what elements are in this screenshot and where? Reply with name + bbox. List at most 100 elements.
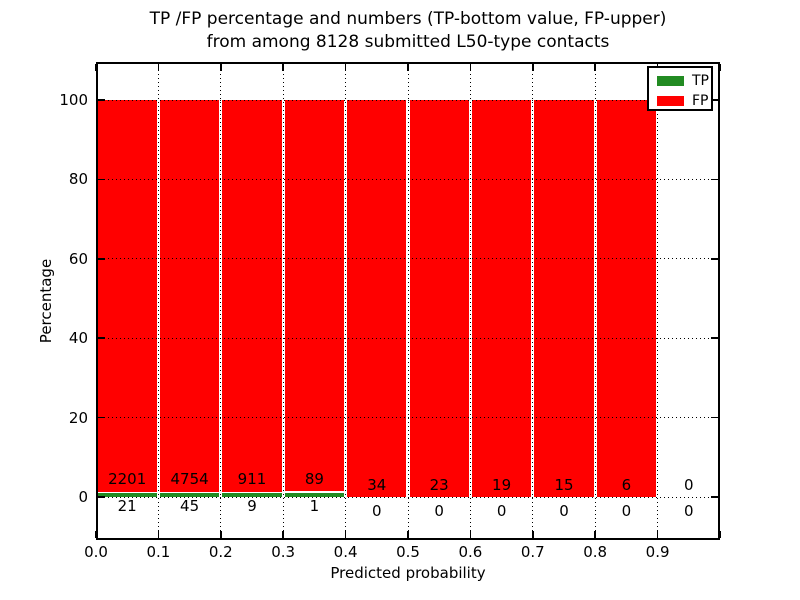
tp-count-label: 9 [247,497,257,515]
plot-area: 2201 21 4754 45 911 9 89 1 34 0 23 0 19 0 15 0 6 0 0 0 [95,62,721,540]
fp-count-label: 15 [554,476,574,494]
fp-count-label: 911 [237,470,267,488]
x-tick-mark [719,531,721,538]
x-tick-mark [220,531,222,538]
x-tick-mark [469,531,472,538]
x-tick-mark [220,64,222,71]
x-tick-label: 0.2 [208,543,233,561]
x-tick-label: 0.9 [645,543,670,561]
y-tick-mark [711,416,718,419]
tp-bar [222,493,282,497]
x-tick-mark [407,531,409,538]
fp-bar [347,100,407,497]
tp-bar [159,493,220,497]
v-gridline [282,62,284,540]
x-tick-mark [532,531,534,538]
x-tick-label: 0.3 [271,543,296,561]
v-gridline [594,62,596,540]
tp-count-label: 0 [372,502,382,520]
bottom-spine [96,538,720,540]
x-tick-label: 0.4 [333,543,358,561]
fp-bar [97,100,157,492]
v-gridline [469,62,471,540]
top-spine [96,62,720,64]
x-axis-label: Predicted probability [330,564,486,582]
fp-bar [159,100,220,492]
x-tick-label: 0.1 [146,543,171,561]
fp-count-label: 89 [304,470,324,488]
tp-bar [97,493,157,497]
chart-title-line1: TP /FP percentage and numbers (TP-bottom… [149,9,667,29]
x-tick-mark [282,64,284,71]
y-tick-mark [711,496,718,498]
y-tick-mark [98,337,105,339]
fp-count-label: 4754 [170,470,209,488]
y-tick-mark [711,337,718,339]
y-tick-mark [98,99,105,101]
v-gridline [407,62,409,540]
x-tick-mark [469,64,472,71]
tp-count-label: 0 [434,502,444,520]
y-tick-label: 60 [68,249,88,268]
x-tick-label: 0.8 [583,543,608,561]
fp-legend-swatch [657,96,684,106]
y-tick-label: 0 [78,488,88,506]
x-tick-mark [95,531,97,538]
x-tick-label: 0.0 [84,543,108,561]
fp-bar [596,100,657,497]
x-tick-mark [344,531,347,538]
x-tick-mark [532,64,534,71]
fp-count-label: 19 [492,476,512,494]
y-tick-label: 100 [59,91,88,109]
x-tick-label: 0.6 [458,543,483,561]
legend: TP FP [647,66,713,111]
v-gridline [157,62,159,540]
h-gridline [96,178,720,180]
tp-count-label: 0 [621,502,632,520]
x-tick-mark [719,64,721,71]
y-tick-label: 20 [68,408,88,427]
v-gridline [532,62,534,540]
y-tick-mark [711,99,718,101]
tp-legend-label: TP [692,73,709,89]
tp-legend-swatch [657,76,684,86]
fp-bar [284,100,345,492]
x-tick-mark [594,531,596,538]
tp-bar [284,492,345,497]
fp-bar [471,100,532,497]
y-tick-mark [98,258,105,260]
h-gridline [96,337,720,339]
right-spine [718,62,720,540]
tp-count-label: 0 [496,502,507,520]
tp-count-label: 1 [309,497,320,515]
x-tick-label: 0.5 [396,543,420,561]
v-gridline [220,62,222,540]
x-tick-mark [594,64,596,71]
y-tick-mark [711,178,718,181]
tp-count-label: 21 [117,497,137,515]
left-spine [96,62,98,540]
tp-count-label: 45 [180,497,200,515]
y-tick-mark [98,416,105,419]
x-tick-mark [157,531,160,538]
x-tick-mark [95,64,97,71]
v-gridline [657,62,659,540]
fp-bar [222,100,282,492]
h-gridline [96,99,720,101]
fp-legend-label: FP [692,93,709,109]
y-tick-label: 40 [68,329,88,348]
fp-count-label: 2201 [108,470,147,488]
x-tick-mark [157,64,160,71]
x-tick-label: 0.7 [520,543,545,561]
y-tick-mark [98,178,105,181]
h-gridline [96,417,720,419]
y-tick-label: 80 [68,170,88,189]
y-tick-mark [711,258,718,260]
x-tick-mark [344,64,347,71]
tp-count-label: 0 [684,502,694,520]
h-gridline [96,258,720,260]
fp-count-label: 34 [367,476,387,494]
fp-bar [409,100,469,497]
tp-count-label: 0 [559,502,569,520]
